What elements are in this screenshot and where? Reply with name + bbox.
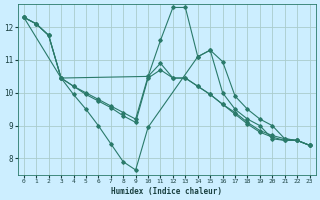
X-axis label: Humidex (Indice chaleur): Humidex (Indice chaleur): [111, 187, 222, 196]
